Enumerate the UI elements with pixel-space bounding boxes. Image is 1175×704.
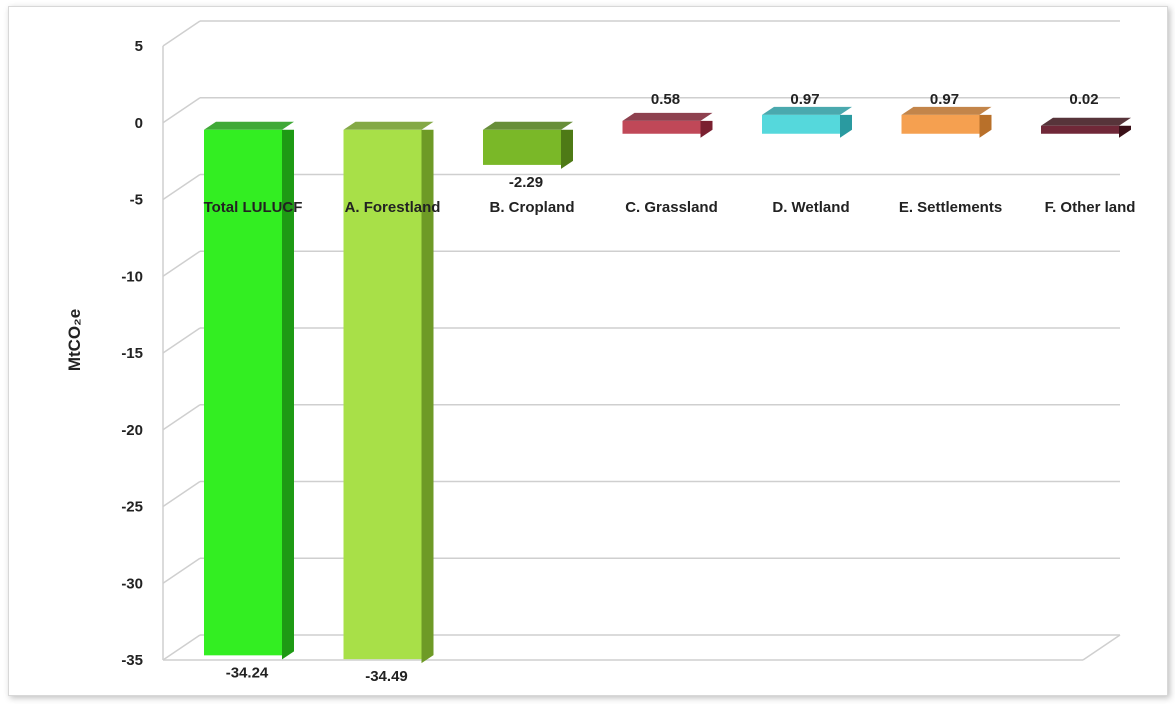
y-tick-label: -10 — [121, 268, 143, 285]
y-tick-label: -15 — [121, 345, 143, 362]
bar-side — [561, 129, 573, 169]
bar — [762, 114, 840, 134]
bar-side — [840, 114, 852, 138]
gridline-diagonal — [162, 557, 201, 584]
bar-side — [282, 129, 294, 660]
gridline-diagonal — [162, 20, 201, 47]
data-label: -34.49 — [365, 668, 408, 685]
gridline-diagonal — [162, 404, 201, 431]
category-label: A. Forestland — [345, 199, 441, 216]
bar-top — [204, 121, 294, 130]
bar-side — [421, 129, 434, 664]
bar — [343, 129, 422, 660]
bar-side — [700, 120, 713, 138]
bar — [901, 114, 980, 134]
y-tick-label: 5 — [135, 38, 143, 55]
y-tick-label: 0 — [135, 115, 143, 132]
gridline-diagonal — [162, 480, 201, 508]
category-label: C. Grassland — [625, 199, 718, 216]
data-label: 0.97 — [930, 91, 959, 108]
data-label: 0.97 — [790, 91, 819, 108]
bar-top — [343, 121, 434, 130]
bar-top — [901, 106, 992, 115]
gridline-diagonal — [162, 634, 201, 661]
bar-top — [483, 121, 573, 130]
gridline-diagonal — [162, 327, 201, 354]
category-label: B. Cropland — [490, 199, 575, 216]
bar-top — [1041, 117, 1131, 126]
floor-edge — [1082, 634, 1121, 661]
category-label: Total LULUCF — [204, 199, 303, 216]
bar-side — [1119, 125, 1131, 138]
data-label: -2.29 — [509, 174, 543, 191]
gridline-diagonal — [162, 250, 201, 277]
y-tick-label: -20 — [121, 422, 143, 439]
y-tick-label: -5 — [130, 192, 143, 209]
category-label: F. Other land — [1045, 199, 1136, 216]
category-label: E. Settlements — [899, 199, 1002, 216]
category-label: D. Wetland — [772, 199, 849, 216]
bar-top — [622, 112, 713, 121]
gridline-diagonal — [162, 97, 201, 124]
bar-side — [979, 114, 992, 138]
bar-top — [762, 106, 852, 115]
data-label: 0.02 — [1069, 91, 1098, 108]
data-label: -34.24 — [226, 664, 269, 681]
data-label: 0.58 — [651, 91, 680, 108]
bar — [483, 129, 561, 165]
y-tick-label: -35 — [121, 652, 143, 669]
y-tick-label: -25 — [121, 499, 143, 516]
bar — [622, 120, 701, 134]
y-tick-label: -30 — [121, 575, 143, 592]
gridline-diagonal — [162, 173, 201, 201]
bar — [204, 129, 282, 656]
bar — [1041, 125, 1119, 134]
